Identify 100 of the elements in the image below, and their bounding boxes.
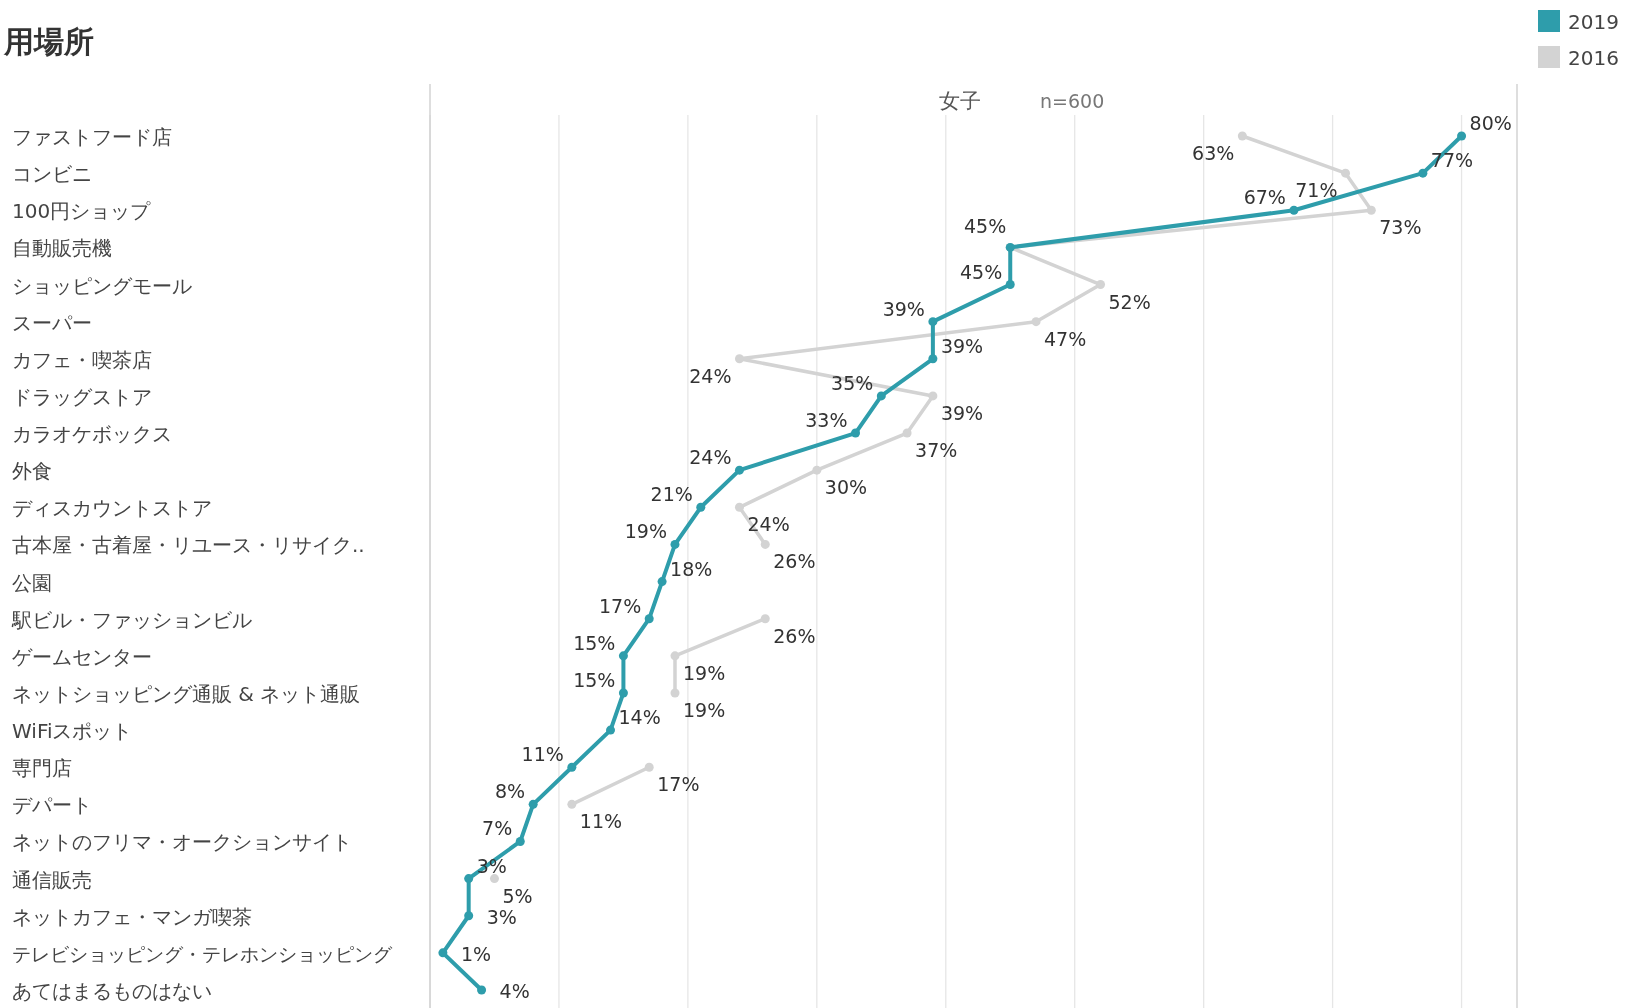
data-label: 24%	[747, 513, 790, 536]
point	[928, 317, 938, 327]
data-label: 19%	[682, 698, 726, 721]
y-tick-label: 駅ビル・ファッションビル	[11, 607, 252, 632]
y-tick-label: ドラッグストア	[12, 384, 152, 409]
point	[438, 948, 448, 958]
data-label: 35%	[831, 371, 874, 394]
y-tick-label: ネットショッピング通販 & ネット通販	[12, 681, 361, 706]
point	[606, 725, 616, 735]
legend-label: 2016	[1568, 46, 1619, 70]
data-label: 15%	[573, 631, 616, 654]
point	[515, 836, 525, 846]
y-tick-label: テレビショッピング・テレホンショッピング	[12, 942, 393, 965]
data-label: 67%	[1243, 186, 1286, 209]
legend-label: 2019	[1568, 10, 1619, 34]
data-label: 63%	[1192, 142, 1235, 164]
point	[618, 688, 628, 698]
text: n=600	[1040, 90, 1105, 112]
y-tick-label: WiFiスポット	[12, 719, 133, 744]
data-label: 7%	[482, 817, 513, 840]
data-label: 11%	[579, 810, 623, 833]
point	[618, 651, 628, 661]
point	[670, 688, 680, 698]
point	[1005, 280, 1015, 290]
point	[928, 354, 938, 364]
data-label: 17%	[657, 773, 700, 796]
data-label: 39%	[940, 334, 984, 357]
y-tick-label: 100円ショップ	[12, 199, 152, 224]
data-label: 4%	[499, 980, 530, 1002]
data-label: 37%	[915, 439, 958, 462]
point	[1289, 205, 1299, 215]
y-tick-label: スーパー	[12, 310, 92, 335]
data-label: 80%	[1469, 112, 1512, 134]
y-tick-label: ネットのフリマ・オークションサイト	[12, 830, 352, 855]
point	[477, 985, 487, 995]
point	[657, 577, 667, 587]
data-label: 39%	[940, 401, 984, 424]
data-label: 8%	[495, 780, 526, 803]
y-tick-label: ネットカフェ・マンガ喫茶	[12, 904, 252, 929]
y-tick-label: ショッピングモール	[12, 273, 192, 298]
data-label: 45%	[964, 215, 1007, 238]
data-label: 15%	[573, 668, 616, 691]
data-label: 30%	[824, 476, 868, 499]
point	[1418, 168, 1428, 178]
data-label: 47%	[1044, 327, 1087, 350]
data-label: 52%	[1108, 290, 1151, 313]
y-tick-label: ファストフード店	[12, 125, 172, 149]
y-tick-label: 専門店	[12, 756, 72, 781]
data-label: 26%	[773, 624, 816, 647]
y-tick-label: 自動販売機	[12, 236, 112, 261]
point	[734, 465, 744, 475]
data-label: 19%	[682, 661, 726, 684]
point	[1237, 131, 1247, 141]
point	[567, 762, 577, 772]
point	[670, 539, 680, 549]
y-tick-label: 外食	[12, 459, 52, 484]
data-label: 26%	[773, 550, 816, 573]
point	[464, 911, 474, 921]
data-label: 45%	[960, 260, 1003, 283]
data-label: 39%	[882, 297, 925, 320]
point	[464, 874, 474, 884]
y-tick-label: 公園	[12, 570, 52, 595]
point	[851, 428, 861, 438]
point	[1341, 168, 1350, 178]
point	[670, 651, 680, 661]
point	[567, 799, 577, 809]
point	[696, 502, 706, 512]
y-tick-label: 古本屋・古着屋・リユース・リサイク..	[12, 533, 365, 558]
data-label: 33%	[805, 409, 848, 432]
text: 用場所	[3, 24, 94, 59]
data-label: 17%	[598, 594, 642, 617]
data-label: 18%	[670, 557, 713, 580]
y-tick-label: コンビニ	[12, 162, 92, 187]
data-label: 1%	[460, 942, 492, 965]
point	[902, 428, 912, 438]
data-label: 73%	[1379, 216, 1422, 239]
y-tick-label: ディスカウントストア	[12, 496, 212, 521]
point	[812, 465, 822, 475]
point	[734, 502, 744, 512]
y-tick-label: デパート	[12, 793, 92, 818]
data-label: 24%	[689, 364, 732, 387]
point	[876, 391, 886, 401]
y-tick-label: ゲームセンター	[12, 644, 152, 669]
point	[760, 614, 770, 624]
data-label: 11%	[521, 743, 564, 766]
data-label: 5%	[502, 884, 533, 907]
data-label: 3%	[486, 905, 517, 928]
data-label: 19%	[624, 520, 667, 543]
chart-subtitle: 女子	[939, 89, 981, 113]
y-tick-label: あてはまるものはない	[12, 979, 212, 1003]
point	[644, 614, 654, 624]
point	[928, 391, 938, 401]
data-label: 24%	[689, 446, 732, 469]
point	[644, 762, 654, 772]
data-label: 71%	[1295, 179, 1338, 202]
point	[528, 799, 538, 809]
point	[1457, 131, 1467, 141]
point	[760, 539, 770, 549]
point	[1096, 280, 1106, 290]
y-tick-label: 通信販売	[12, 867, 92, 892]
